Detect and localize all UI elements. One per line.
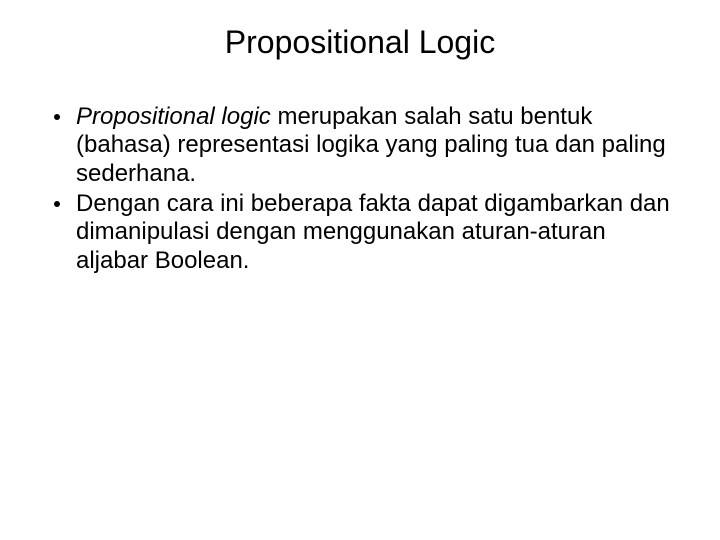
slide-title: Propositional Logic [48,24,672,61]
bullet-list: Propositional logic merupakan salah satu… [48,103,672,275]
bullet-italic-lead: Propositional logic [76,103,271,130]
slide-body: Propositional logic merupakan salah satu… [48,103,672,275]
slide: Propositional Logic Propositional logic … [0,0,720,540]
bullet-icon [54,201,60,207]
list-item: Propositional logic merupakan salah satu… [48,103,672,188]
list-item: Dengan cara ini beberapa fakta dapat dig… [48,190,672,275]
bullet-text: Dengan cara ini beberapa fakta dapat dig… [76,190,670,274]
bullet-icon [54,114,60,120]
